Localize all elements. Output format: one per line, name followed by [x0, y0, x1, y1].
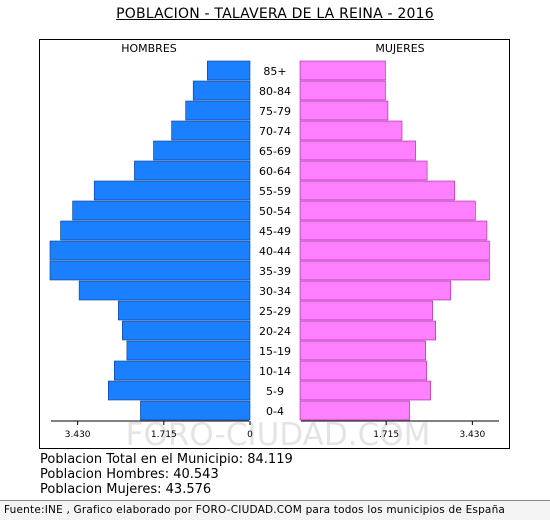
age-group-label: 25-29: [259, 305, 291, 318]
x-tick-label: 0: [247, 430, 253, 440]
bar-hombres-80-84: [192, 80, 251, 101]
bar-mujeres-5-9: [299, 380, 431, 401]
x-tick-label: 1.715: [151, 430, 177, 440]
bar-mujeres-40-44: [299, 240, 490, 261]
watermark: FORO-CIUDAD.COM: [126, 417, 431, 448]
bar-hombres-75-79: [185, 100, 251, 121]
bar-hombres-40-44: [49, 240, 251, 261]
x-tick-label: 1.715: [373, 430, 399, 440]
bar-hombres-55-59: [93, 180, 251, 201]
chart-frame: FORO-CIUDAD.COM HOMBRES MUJERES 85+ 80-84…: [39, 39, 510, 449]
age-group-label: 40-44: [259, 245, 291, 258]
age-group-label: 65-69: [259, 145, 291, 158]
bar-mujeres-80-84: [299, 80, 386, 101]
bar-hombres-85+: [206, 60, 251, 81]
bar-hombres-30-34: [78, 280, 251, 301]
female-population: Poblacion Mujeres: 43.576: [40, 482, 212, 497]
age-group-label: 20-24: [259, 325, 291, 338]
age-group-label: 5-9: [266, 385, 284, 398]
bar-mujeres-70-74: [299, 120, 403, 141]
bar-hombres-10-14: [114, 360, 251, 381]
x-axis: 3.430 1.715 0 1.715 3.430: [51, 420, 499, 440]
bar-mujeres-45-49: [299, 220, 488, 241]
bar-hombres-50-54: [72, 200, 251, 221]
bars-group: 85+ 80-84 75-79 70-74 65-69 60-64 55-59 50-54 45…: [49, 60, 490, 421]
bar-mujeres-30-34: [299, 280, 452, 301]
bar-hombres-65-69: [153, 140, 251, 161]
bar-hombres-45-49: [60, 220, 251, 241]
age-group-label: 15-19: [259, 345, 291, 358]
x-tick-label: 3.430: [459, 430, 485, 440]
population-pyramid: FORO-CIUDAD.COM HOMBRES MUJERES 85+ 80-84…: [49, 42, 499, 448]
bar-mujeres-25-29: [299, 300, 433, 321]
bar-hombres-0-4: [140, 400, 251, 421]
bar-mujeres-20-24: [299, 320, 436, 341]
age-group-label: 35-39: [259, 265, 291, 278]
bar-mujeres-65-69: [299, 140, 416, 161]
bar-mujeres-60-64: [299, 160, 428, 181]
age-group-label: 55-59: [259, 185, 291, 198]
bar-mujeres-55-59: [299, 180, 456, 201]
age-group-label: 85+: [263, 65, 286, 78]
bar-mujeres-10-14: [299, 360, 427, 381]
age-group-label: 0-4: [266, 405, 284, 418]
totals-block: Poblacion Total en el Municipio: 84.119 …: [40, 452, 293, 497]
legend-hombres: HOMBRES: [121, 42, 177, 55]
bar-hombres-70-74: [171, 120, 251, 141]
total-population: Poblacion Total en el Municipio: 84.119: [40, 452, 293, 467]
chart-title: POBLACION - TALAVERA DE LA REINA - 2016: [116, 6, 434, 22]
bar-hombres-5-9: [107, 380, 251, 401]
age-group-label: 30-34: [259, 285, 291, 298]
source-note: Fuente:INE , Grafico elaborado por FORO-…: [4, 504, 506, 516]
bar-hombres-15-19: [126, 340, 251, 361]
bar-mujeres-0-4: [299, 400, 410, 421]
bar-mujeres-75-79: [299, 100, 389, 121]
bar-mujeres-50-54: [299, 200, 476, 221]
bar-hombres-25-29: [118, 300, 251, 321]
bar-mujeres-15-19: [299, 340, 426, 361]
age-group-label: 70-74: [259, 125, 291, 138]
bar-mujeres-85+: [299, 60, 386, 81]
age-group-label: 45-49: [259, 225, 291, 238]
legend-mujeres: MUJERES: [375, 42, 424, 55]
bar-hombres-60-64: [134, 160, 251, 181]
x-tick-label: 3.430: [65, 430, 91, 440]
age-group-label: 80-84: [259, 85, 291, 98]
bar-hombres-20-24: [122, 320, 251, 341]
bar-hombres-35-39: [49, 260, 251, 281]
age-group-label: 60-64: [259, 165, 291, 178]
age-group-label: 10-14: [259, 365, 291, 378]
bar-mujeres-35-39: [299, 260, 490, 281]
age-group-label: 50-54: [259, 205, 291, 218]
footer-bar: Fuente:INE , Grafico elaborado por FORO-…: [0, 500, 550, 520]
male-population: Poblacion Hombres: 40.543: [40, 467, 219, 482]
age-group-label: 75-79: [259, 105, 291, 118]
